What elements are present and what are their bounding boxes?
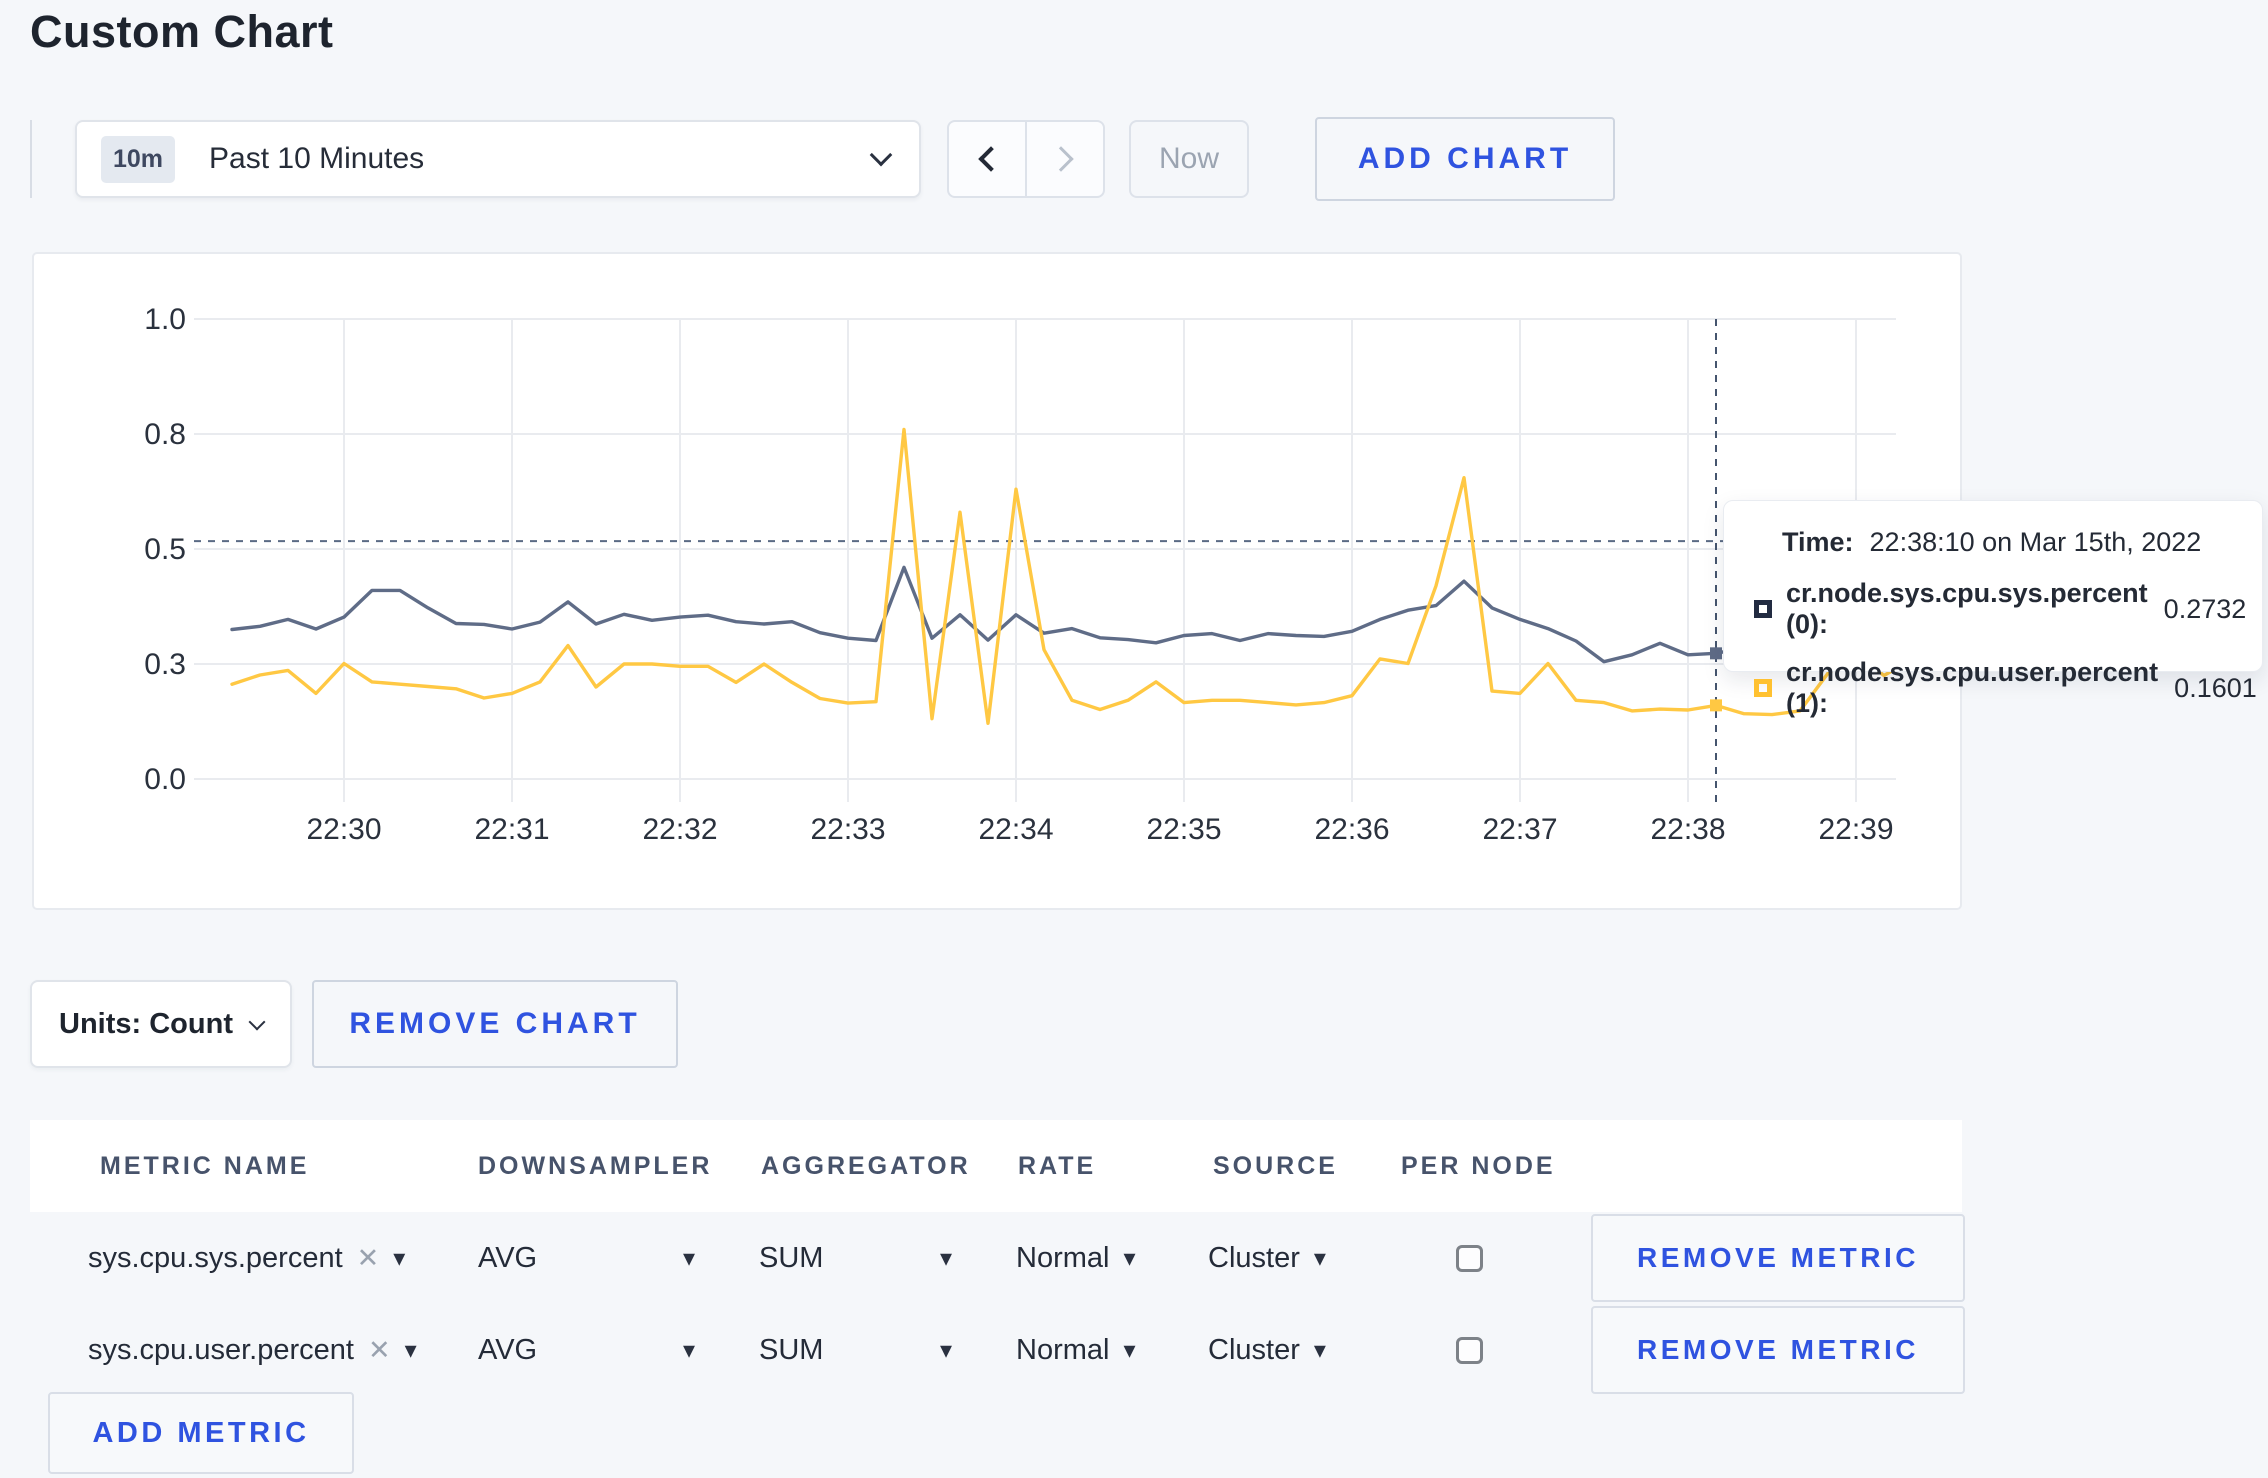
remove-metric-button[interactable]: REMOVE METRIC xyxy=(1591,1306,1965,1394)
time-prev-button[interactable] xyxy=(947,120,1026,198)
per-node-checkbox[interactable] xyxy=(1456,1244,1483,1272)
now-button[interactable]: Now xyxy=(1129,120,1249,198)
svg-text:22:30: 22:30 xyxy=(306,813,381,846)
metric-name-value: sys.cpu.sys.percent xyxy=(88,1241,343,1274)
metric-name-dropdown[interactable]: sys.cpu.sys.percent ✕ ▾ xyxy=(88,1242,478,1275)
svg-text:22:32: 22:32 xyxy=(642,813,717,846)
column-header-metric-name: METRIC NAME xyxy=(100,1151,310,1180)
metrics-table: METRIC NAME DOWNSAMPLER AGGREGATOR RATE SOUR… xyxy=(30,1120,1965,1396)
aggregator-select[interactable]: SUM ▾ xyxy=(759,1334,1016,1367)
rate-select[interactable]: Normal ▾ xyxy=(1016,1242,1208,1275)
svg-text:22:31: 22:31 xyxy=(474,813,549,846)
downsampler-select[interactable]: AVG ▾ xyxy=(478,1334,759,1367)
tooltip-series-label: cr.node.sys.cpu.user.percent (1): xyxy=(1786,657,2159,718)
metric-row: sys.cpu.sys.percent ✕ ▾ AVG ▾ SUM ▾ Normal ▾ Clus… xyxy=(30,1212,1965,1304)
remove-chart-button[interactable]: REMOVE CHART xyxy=(312,980,678,1068)
caret-down-icon: ▾ xyxy=(939,1244,952,1272)
source-select[interactable]: Cluster ▾ xyxy=(1208,1334,1398,1367)
remove-metric-button[interactable]: REMOVE METRIC xyxy=(1591,1214,1965,1302)
svg-text:22:38: 22:38 xyxy=(1650,813,1725,846)
time-next-button[interactable] xyxy=(1026,120,1105,198)
tooltip-series-label: cr.node.sys.cpu.sys.percent (0): xyxy=(1786,578,2148,639)
tooltip-time-value: 22:38:10 on Mar 15th, 2022 xyxy=(1869,527,2202,557)
clear-metric-icon[interactable]: ✕ xyxy=(367,1334,391,1365)
caret-down-icon: ▾ xyxy=(1123,1336,1136,1364)
units-label: Units: Count xyxy=(59,1007,233,1040)
series-swatch-icon xyxy=(1754,679,1772,697)
svg-text:0.3: 0.3 xyxy=(144,648,186,681)
toolbar: 10m Past 10 Minutes Now ADD CHART xyxy=(30,117,1615,201)
clear-metric-icon[interactable]: ✕ xyxy=(356,1242,380,1273)
tooltip-time: Time: 22:38:10 on Mar 15th, 2022 xyxy=(1782,527,2242,558)
caret-down-icon: ▾ xyxy=(404,1336,417,1364)
tooltip-series-value: 0.2732 xyxy=(2163,593,2247,624)
aggregator-select-value: SUM xyxy=(759,1241,824,1274)
caret-down-icon: ▾ xyxy=(393,1244,406,1272)
svg-text:22:34: 22:34 xyxy=(978,813,1053,846)
caret-down-icon: ▾ xyxy=(939,1336,952,1364)
chart-plot[interactable]: 0.0 0.3 0.5 0.8 1.0 22:30 22:31 22:32 22:33 22:34… xyxy=(34,254,1960,908)
svg-text:22:35: 22:35 xyxy=(1146,813,1221,846)
series-swatch-icon xyxy=(1754,600,1772,618)
downsampler-select[interactable]: AVG ▾ xyxy=(478,1242,759,1275)
page-title: Custom Chart xyxy=(30,6,334,57)
caret-down-icon: ▾ xyxy=(1313,1244,1326,1272)
time-window-select[interactable]: 10m Past 10 Minutes xyxy=(75,120,921,198)
source-select-value: Cluster xyxy=(1208,1241,1300,1274)
caret-down-icon: ▾ xyxy=(1123,1244,1136,1272)
metric-row: sys.cpu.user.percent ✕ ▾ AVG ▾ SUM ▾ Normal ▾ Clu… xyxy=(30,1304,1965,1396)
svg-text:0.0: 0.0 xyxy=(144,763,186,796)
time-window-badge: 10m xyxy=(101,135,176,183)
chevron-left-icon xyxy=(978,146,1004,172)
tooltip-series-row: cr.node.sys.cpu.sys.percent (0): 0.2732 xyxy=(1754,578,2246,640)
chart-card: 0.0 0.3 0.5 0.8 1.0 22:30 22:31 22:32 22:33 22:34… xyxy=(32,252,1962,910)
svg-text:0.5: 0.5 xyxy=(144,533,186,566)
source-select-value: Cluster xyxy=(1208,1333,1300,1366)
chevron-down-icon xyxy=(869,143,893,167)
downsampler-select-value: AVG xyxy=(478,1333,538,1366)
tooltip-time-label: Time: xyxy=(1782,527,1854,557)
downsampler-select-value: AVG xyxy=(478,1241,538,1274)
chart-tooltip: Time: 22:38:10 on Mar 15th, 2022 cr.node.… xyxy=(1723,500,2263,718)
caret-down-icon: ▾ xyxy=(682,1244,695,1272)
svg-text:22:36: 22:36 xyxy=(1314,813,1389,846)
svg-text:22:39: 22:39 xyxy=(1818,813,1893,846)
metric-name-dropdown[interactable]: sys.cpu.user.percent ✕ ▾ xyxy=(88,1334,478,1367)
svg-text:22:33: 22:33 xyxy=(810,813,885,846)
svg-text:0.8: 0.8 xyxy=(144,418,186,451)
per-node-checkbox[interactable] xyxy=(1456,1336,1483,1364)
tooltip-series-row: cr.node.sys.cpu.user.percent (1): 0.1601 xyxy=(1754,657,2257,719)
svg-text:1.0: 1.0 xyxy=(144,303,186,336)
metric-name-value: sys.cpu.user.percent xyxy=(88,1333,354,1366)
time-nav-group xyxy=(947,120,1105,198)
chevron-down-icon xyxy=(248,1013,266,1031)
units-select[interactable]: Units: Count xyxy=(30,980,292,1068)
rate-select[interactable]: Normal ▾ xyxy=(1016,1334,1208,1367)
source-select[interactable]: Cluster ▾ xyxy=(1208,1242,1398,1275)
column-header-rate: RATE xyxy=(1018,1151,1097,1180)
time-window-label: Past 10 Minutes xyxy=(209,142,425,175)
add-chart-button[interactable]: ADD CHART xyxy=(1315,117,1615,201)
rate-select-value: Normal xyxy=(1016,1241,1110,1274)
column-header-per-node: PER NODE xyxy=(1401,1151,1556,1180)
add-metric-button[interactable]: ADD METRIC xyxy=(48,1392,354,1474)
aggregator-select-value: SUM xyxy=(759,1333,824,1366)
column-header-source: SOURCE xyxy=(1213,1151,1338,1180)
svg-text:22:37: 22:37 xyxy=(1482,813,1557,846)
chevron-right-icon xyxy=(1048,146,1074,172)
aggregator-select[interactable]: SUM ▾ xyxy=(759,1242,1016,1275)
rate-select-value: Normal xyxy=(1016,1333,1110,1366)
tooltip-series-value: 0.1601 xyxy=(2174,672,2257,703)
chart-footer-controls: Units: Count REMOVE CHART xyxy=(30,980,678,1068)
caret-down-icon: ▾ xyxy=(1313,1336,1326,1364)
column-header-aggregator: AGGREGATOR xyxy=(761,1151,971,1180)
caret-down-icon: ▾ xyxy=(682,1336,695,1364)
column-header-downsampler: DOWNSAMPLER xyxy=(478,1151,713,1180)
toolbar-divider xyxy=(30,120,32,198)
metrics-table-header: METRIC NAME DOWNSAMPLER AGGREGATOR RATE SOUR… xyxy=(30,1120,1962,1212)
